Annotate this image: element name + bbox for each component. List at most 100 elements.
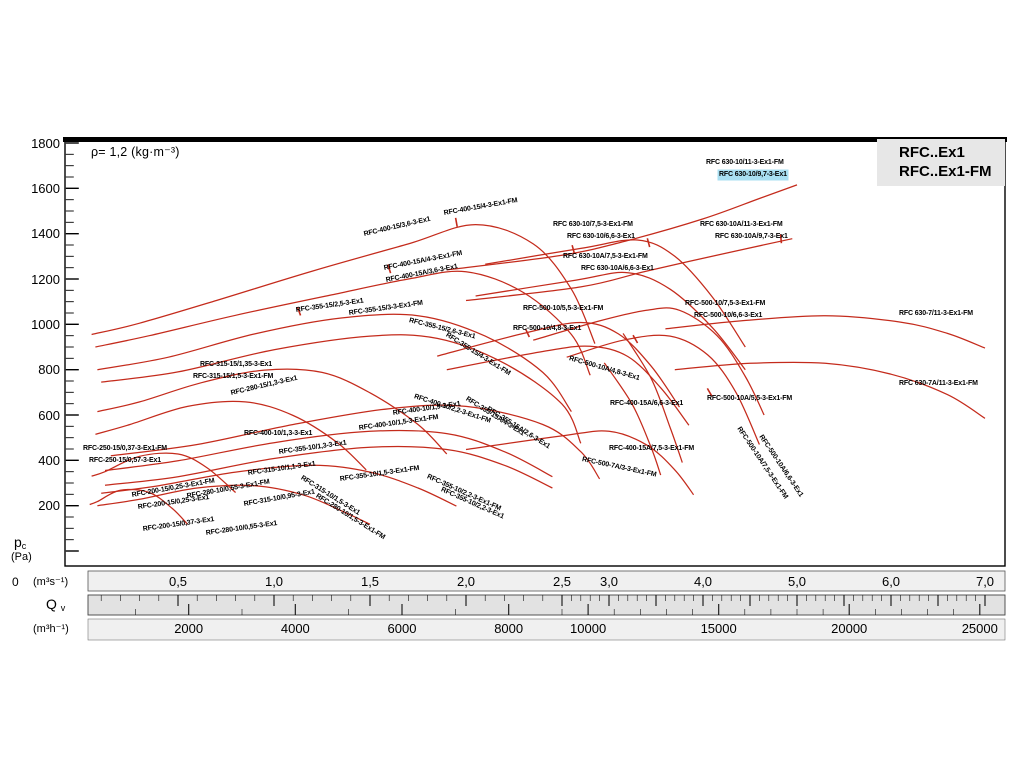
fan-curve — [104, 429, 553, 478]
x-tick-label-m3s: 0,5 — [168, 574, 188, 589]
limit-tick — [571, 244, 576, 255]
curve-label: RFC 630-10/11-3-Ex1-FM — [706, 159, 784, 166]
fan-curve — [95, 270, 591, 376]
limit-tick — [387, 264, 392, 274]
x-tick-label-m3s: 1,5 — [360, 574, 380, 589]
x-tick-label-m3s: 3,0 — [599, 574, 619, 589]
x-tick-label-m3h: 25000 — [961, 621, 998, 636]
x-tick-label-m3h: 6000 — [387, 621, 417, 636]
x-axis-unit-m3s: (m³s⁻¹) — [33, 576, 69, 588]
fan-curve — [475, 271, 746, 371]
curve-label: RFC 630-10A/11-3-Ex1-FM — [700, 221, 783, 228]
curve-label: RFC-500-10/5,5-3-Ex1-FM — [523, 305, 604, 312]
x-tick-label-m3s: 7,0 — [975, 574, 995, 589]
y-tick-label: 200 — [38, 498, 60, 514]
x-tick-label-m3h: 15000 — [700, 621, 737, 636]
fan-curve — [446, 184, 798, 271]
fan-curve — [95, 400, 367, 471]
curve-label: RFC-400-15A/6,6-3-Ex1 — [610, 400, 684, 407]
fan-curve — [533, 307, 765, 416]
fan-curve — [91, 223, 596, 344]
curve-label: RFC 630-10/6,6-3-Ex1 — [567, 233, 635, 240]
curve-label: RFC 630-7A/11-3-Ex1-FM — [899, 380, 978, 387]
fan-curve — [91, 452, 237, 493]
y-axis-unit: (Pa) — [11, 551, 32, 563]
flow-symbol-sub: v — [60, 603, 66, 613]
x-tick-label-m3h: 4000 — [280, 621, 310, 636]
legend-series-ex1-fm: RFC..Ex1-FM — [899, 163, 992, 180]
fan-curve — [674, 361, 986, 419]
fan-curve — [603, 362, 662, 476]
curve-label: RFC 630-10A/9,7-3-Ex1 — [715, 233, 788, 240]
x-tick-label-m3s: 1,0 — [264, 574, 284, 589]
curve-label: RFC-500-10/6,6-3-Ex1 — [694, 312, 763, 319]
y-tick-label: 800 — [38, 362, 60, 378]
fan-curve — [566, 334, 760, 445]
x-axis-unit-m3h: (m³h⁻¹) — [33, 623, 69, 635]
curve-label: RFC-250-15/0,37-3-Ex1-FM — [83, 445, 167, 452]
y-tick-label: 1200 — [31, 271, 60, 287]
y-axis-symbol: p — [14, 534, 22, 550]
limit-tick — [454, 217, 458, 227]
legend-series-ex1: RFC..Ex1 — [899, 144, 965, 161]
x-tick-label-m3s: 2,0 — [456, 574, 476, 589]
fan-curve — [465, 238, 793, 302]
flow-scale-band-m3h — [87, 618, 1006, 641]
limit-tick — [646, 238, 651, 248]
curve-label: RFC-400-10/1,3-3-Ex1 — [244, 430, 313, 437]
fan-curve — [665, 315, 986, 349]
y-tick-label: 1400 — [31, 226, 60, 242]
legend-box: RFC..Ex1 RFC..Ex1-FM — [877, 139, 1005, 186]
y-axis-zero-label: 0 — [12, 575, 19, 589]
x-tick-label-m3s: 4,0 — [693, 574, 713, 589]
y-axis-title: pc — [14, 534, 26, 551]
density-annotation: ρ= 1,2 (kg·m⁻³) — [91, 145, 180, 159]
curve-label: RFC-500-10/7,5-3-Ex1-FM — [685, 300, 766, 307]
flow-axis-title: Q v — [46, 596, 65, 613]
limit-tick — [296, 306, 302, 316]
curve-label: RFC 630-10/7,5-3-Ex1-FM — [553, 221, 633, 228]
y-tick-label: 600 — [38, 407, 60, 423]
curve-label: RFC 630-10A/7,5-3-Ex1-FM — [563, 253, 648, 260]
limit-tick — [706, 388, 713, 397]
curve-label: RFC-400-15A/7,5-3-Ex1-FM — [609, 445, 695, 452]
flow-scale-band-m3s — [87, 570, 1006, 592]
y-tick-label: 1800 — [31, 135, 60, 151]
fan-curve — [101, 334, 582, 444]
curve-label: RFC 630-10/9,7-3-Ex1 — [719, 171, 787, 179]
fan-curve — [465, 430, 695, 496]
flow-ruler-band — [87, 594, 1006, 616]
curve-label: RFC-250-15/0,57-3-Ex1 — [89, 457, 161, 464]
curve-label: RFC 630-10A/6,6-3-Ex1 — [581, 265, 654, 272]
fan-curve — [437, 321, 681, 408]
x-tick-label-m3h: 20000 — [831, 621, 868, 636]
curve-label: RFC-315-15/1,35-3-Ex1 — [200, 361, 272, 368]
curve-label: RFC-500-10A/5,5-3-Ex1-FM — [707, 395, 793, 402]
y-tick-label: 1600 — [31, 180, 60, 196]
x-tick-label-m3h: 2000 — [174, 621, 204, 636]
fan-curve — [446, 345, 690, 426]
fan-curve — [97, 313, 572, 412]
x-tick-label-m3s: 5,0 — [787, 574, 807, 589]
fan-curve — [104, 445, 553, 489]
limit-tick — [524, 328, 531, 338]
fan-curve — [622, 333, 683, 463]
fan-curve — [110, 404, 601, 480]
limit-tick — [632, 334, 639, 344]
flow-symbol: Q — [46, 596, 57, 612]
curve-label: RFC-315-15/1,5-3-Ex1-FM — [193, 373, 274, 380]
x-tick-label-m3h: 10000 — [570, 621, 607, 636]
x-tick-label-m3h: 8000 — [494, 621, 524, 636]
y-tick-label: 400 — [38, 452, 60, 468]
fan-curve — [97, 484, 371, 525]
fan-curve — [97, 368, 448, 455]
limit-tick — [779, 234, 783, 244]
x-tick-label-m3s: 2,5 — [552, 574, 572, 589]
fan-curve — [101, 464, 457, 507]
curve-label: RFC 630-7/11-3-Ex1-FM — [899, 310, 973, 317]
y-tick-label: 1000 — [31, 316, 60, 332]
curve-label: RFC-500-10/4,8-3-Ex1 — [513, 325, 582, 332]
fan-curve — [485, 239, 746, 348]
